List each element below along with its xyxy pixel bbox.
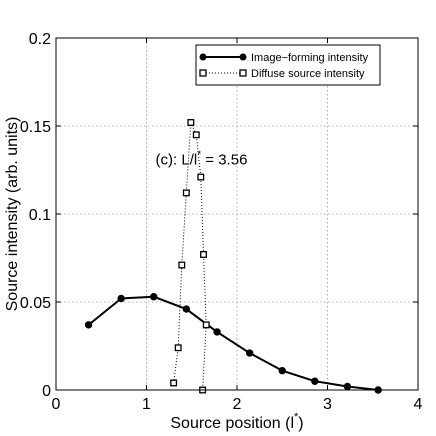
- y-tick-label: 0.15: [20, 119, 51, 136]
- y-tick-label: 0.1: [29, 207, 51, 224]
- data-point: [150, 293, 158, 301]
- data-point: [278, 366, 286, 375]
- legend: Image−forming intensity Diffuse source i…: [195, 44, 381, 86]
- data-point: [200, 251, 207, 258]
- x-axis-label: Source position (l*): [170, 411, 303, 432]
- y-tick-label: 0: [42, 383, 51, 400]
- series-layer: [84, 119, 382, 394]
- data-point: [178, 261, 186, 269]
- annotation-suffix: = 3.56: [201, 152, 247, 169]
- x-tick-label: 2: [233, 396, 242, 413]
- y-axis-label: Source intensity (arb. units): [4, 117, 21, 312]
- legend-label-diffuse: Diffuse source intensity: [251, 68, 365, 80]
- series-image-forming: [84, 293, 382, 394]
- annotation-sup: *: [197, 150, 201, 161]
- data-point: [170, 379, 178, 387]
- data-point: [311, 377, 319, 385]
- legend-marker-circle: [239, 53, 247, 61]
- legend-entry-image-forming: Image−forming intensity: [199, 52, 369, 64]
- x-tick-label: 0: [52, 396, 61, 413]
- x-tick-label: 3: [323, 396, 332, 413]
- x-tick-label: 1: [142, 396, 151, 413]
- legend-marker-square: [239, 69, 247, 77]
- y-tick-label: 0.2: [29, 31, 51, 48]
- legend-entry-diffuse: Diffuse source intensity: [199, 68, 365, 80]
- data-point: [84, 321, 93, 329]
- legend-marker-circle: [199, 53, 207, 61]
- series-line: [173, 121, 207, 391]
- data-point: [174, 344, 182, 352]
- series-line: [87, 295, 379, 391]
- legend-marker-square: [199, 69, 207, 77]
- x-axis-label-sup: *: [294, 411, 299, 423]
- parameter-annotation: (c): L/l* = 3.56: [156, 150, 248, 169]
- y-tick-label: 0.05: [20, 295, 51, 312]
- x-tick-label: 4: [414, 396, 423, 413]
- data-point: [245, 349, 254, 357]
- axis-ticks: 0 1 2 3 4 0 0.05 0.1 0.15 0.2: [20, 31, 423, 413]
- data-point: [213, 328, 221, 336]
- legend-box: [195, 44, 381, 86]
- data-point: [197, 173, 205, 181]
- data-point: [182, 305, 191, 313]
- x-axis-label-main: Source position (l: [170, 415, 294, 432]
- data-point: [182, 189, 190, 197]
- x-axis-label-end: ): [298, 415, 303, 432]
- annotation-prefix: (c): L/l: [156, 152, 198, 169]
- legend-label-image-forming: Image−forming intensity: [251, 52, 369, 64]
- data-point: [343, 382, 352, 391]
- data-point: [192, 131, 200, 139]
- annotation-text: (c): L/l* = 3.56: [156, 150, 248, 169]
- data-point: [117, 294, 125, 303]
- data-point: [202, 321, 210, 329]
- data-point: [187, 119, 195, 126]
